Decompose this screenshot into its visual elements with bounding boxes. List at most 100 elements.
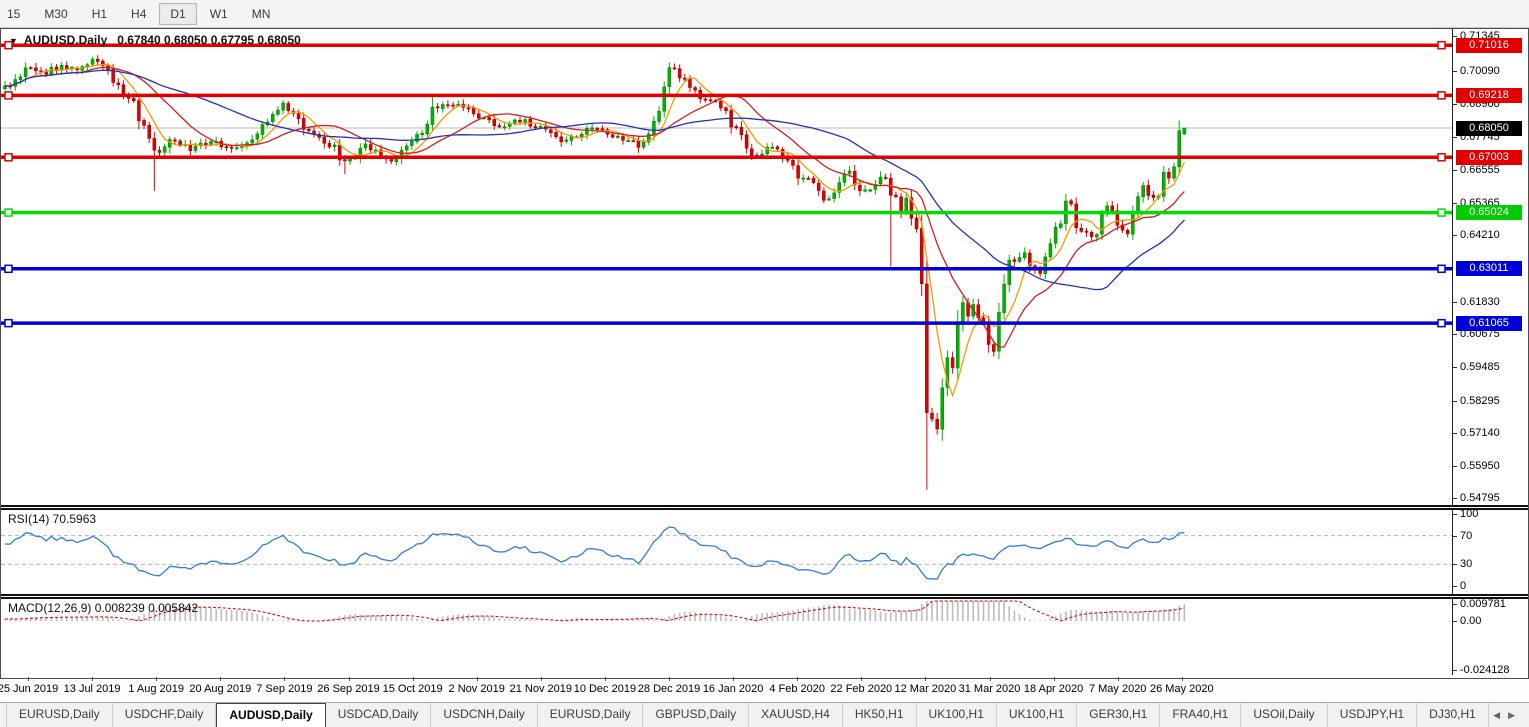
timeframe-button-w1[interactable]: W1 bbox=[209, 6, 228, 21]
date-tick bbox=[1181, 677, 1183, 681]
date-label-2: 1 Aug 2019 bbox=[128, 683, 185, 695]
symbol-tab-dj30-h1[interactable]: DJ30,H1 bbox=[1417, 703, 1489, 727]
horizontal-line-0.67003[interactable] bbox=[1, 153, 1452, 162]
symbol-tab-audusd-daily[interactable]: AUDUSD,Daily bbox=[216, 703, 326, 727]
price-tag-0.61065: 0.61065 bbox=[1456, 315, 1522, 331]
price-tick-label: 0.55950 bbox=[1460, 460, 1500, 473]
ohlc-values: 0.67840 0.68050 0.67795 0.68050 bbox=[117, 33, 301, 47]
horizontal-line-0.61065[interactable] bbox=[1, 318, 1452, 328]
timeframe-button-m30[interactable]: M30 bbox=[44, 6, 68, 21]
date-tick bbox=[1053, 677, 1055, 681]
line-handle-right[interactable] bbox=[1437, 40, 1446, 50]
timeframe-button-d1[interactable]: D1 bbox=[159, 2, 197, 25]
symbol-tab-usoil-daily[interactable]: USOil,Daily bbox=[1241, 703, 1328, 727]
line-handle-right[interactable] bbox=[1437, 153, 1446, 162]
date-tick bbox=[92, 677, 94, 681]
date-label-8: 21 Nov 2019 bbox=[509, 683, 572, 695]
horizontal-line-0.71016[interactable] bbox=[1, 40, 1452, 50]
symbol-tab-hk50-h1[interactable]: HK50,H1 bbox=[843, 703, 917, 727]
line-handle-right[interactable] bbox=[1437, 91, 1446, 100]
symbol-tab-uk100-h1[interactable]: UK100,H1 bbox=[917, 703, 997, 727]
date-label-3: 20 Aug 2019 bbox=[189, 683, 252, 695]
main-price-chart[interactable] bbox=[1, 29, 1452, 505]
date-tick bbox=[348, 677, 350, 681]
chart-title: ▼ AUDUSD,Daily 0.67840 0.68050 0.67795 0.6… bbox=[9, 33, 301, 47]
line-handle-left[interactable] bbox=[4, 208, 13, 217]
price-tick-label: 0.59485 bbox=[1460, 361, 1500, 374]
line-handle-left[interactable] bbox=[4, 40, 13, 50]
macd-tick-label: -0.024128 bbox=[1460, 664, 1510, 675]
tab-scroll-nav: ◀ ▶ bbox=[1489, 703, 1529, 727]
symbol-tab-uk100-h1[interactable]: UK100,H1 bbox=[997, 703, 1078, 727]
timeframe-button-mn[interactable]: MN bbox=[251, 6, 271, 21]
rsi-tick-dash bbox=[1453, 514, 1457, 515]
horizontal-line-0.63011[interactable] bbox=[1, 264, 1452, 274]
rsi-line bbox=[4, 526, 1185, 580]
date-label-5: 26 Sep 2019 bbox=[317, 683, 380, 695]
moving-average-36 bbox=[4, 69, 1185, 291]
symbol-tab-usdcad-daily[interactable]: USDCAD,Daily bbox=[326, 703, 432, 727]
panel-splitter-rsi[interactable] bbox=[0, 505, 1529, 510]
symbol-tab-usdchf-daily[interactable]: USDCHF,Daily bbox=[113, 703, 217, 727]
price-tick-dash bbox=[1453, 169, 1457, 171]
date-tick bbox=[540, 677, 542, 681]
price-tick-label: 0.58295 bbox=[1460, 394, 1500, 407]
price-tick-label: 0.64210 bbox=[1460, 229, 1500, 242]
date-label-9: 10 Dec 2019 bbox=[573, 683, 637, 695]
price-tag-0.65024: 0.65024 bbox=[1456, 205, 1522, 221]
symbol-tab-gbpusd-daily[interactable]: GBPUSD,Daily bbox=[643, 703, 750, 727]
symbol-tab-ger30-h1[interactable]: GER30,H1 bbox=[1077, 703, 1161, 727]
line-handle-left[interactable] bbox=[4, 318, 13, 328]
price-tick-dash bbox=[1453, 367, 1457, 369]
timeframe-button-h4[interactable]: H4 bbox=[131, 6, 147, 21]
date-axis[interactable]: 25 Jun 2019 13 Jul 2019 1 Aug 2019 20 Aug 2… bbox=[0, 677, 1529, 702]
macd-label: MACD(12,26,9) 0.008239 0.005842 bbox=[8, 601, 199, 615]
date-tick bbox=[412, 677, 414, 681]
tab-scroll-right-icon[interactable]: ▶ bbox=[1508, 710, 1515, 720]
price-tick-dash bbox=[1453, 203, 1457, 205]
price-tick-dash bbox=[1453, 71, 1457, 73]
date-label-10: 28 Dec 2019 bbox=[637, 683, 701, 695]
panel-splitter-macd[interactable] bbox=[0, 594, 1529, 599]
date-label-18: 26 May 2020 bbox=[1149, 683, 1214, 695]
price-tick-dash bbox=[1453, 136, 1457, 138]
horizontal-line-0.65024[interactable] bbox=[1, 208, 1452, 217]
timeframe-button-h1[interactable]: H1 bbox=[91, 6, 108, 21]
moving-average-16 bbox=[4, 66, 1185, 348]
price-tick-label: 0.54795 bbox=[1460, 492, 1500, 505]
date-label-14: 12 Mar 2020 bbox=[894, 683, 957, 695]
symbol-tab-usdcnh-daily[interactable]: USDCNH,Daily bbox=[431, 703, 538, 727]
line-handle-left[interactable] bbox=[4, 91, 13, 100]
date-tick bbox=[476, 677, 478, 681]
rsi-indicator-panel[interactable] bbox=[1, 510, 1452, 594]
timeframe-button-15[interactable]: 15 bbox=[7, 6, 21, 21]
line-handle-right[interactable] bbox=[1437, 208, 1446, 217]
date-label-13: 22 Feb 2020 bbox=[830, 683, 893, 695]
symbol-tab-eurusd-daily[interactable]: EURUSD,Daily bbox=[538, 703, 644, 727]
symbol-tab-xauusd-h4[interactable]: XAUUSD,H4 bbox=[749, 703, 843, 727]
price-tag-0.63011: 0.63011 bbox=[1456, 261, 1522, 277]
macd-tick-label: 0.00 bbox=[1460, 615, 1482, 627]
chart-dropdown-icon[interactable]: ▼ bbox=[9, 36, 18, 46]
tab-scroll-left-icon[interactable]: ◀ bbox=[1493, 710, 1501, 720]
price-tick-dash bbox=[1453, 498, 1457, 500]
symbol-tab-usdjpy-h1[interactable]: USDJPY,H1 bbox=[1328, 703, 1418, 727]
line-handle-left[interactable] bbox=[4, 153, 13, 162]
date-label-17: 7 May 2020 bbox=[1088, 683, 1147, 695]
price-tick-dash bbox=[1453, 36, 1457, 37]
price-tag-0.71016: 0.71016 bbox=[1456, 37, 1522, 53]
symbol-tab-eurusd-daily[interactable]: EURUSD,Daily bbox=[6, 703, 113, 727]
macd-indicator-panel[interactable] bbox=[1, 599, 1452, 675]
macd-tick-dash bbox=[1453, 670, 1457, 671]
horizontal-line-0.69218[interactable] bbox=[1, 91, 1452, 100]
macd-tick-dash bbox=[1453, 604, 1457, 605]
line-handle-right[interactable] bbox=[1437, 264, 1446, 274]
line-handle-left[interactable] bbox=[4, 264, 13, 274]
line-handle-right[interactable] bbox=[1437, 318, 1446, 328]
date-tick bbox=[861, 677, 863, 681]
price-axis[interactable]: 0.71345 0.70090 0.68900 0.67745 0.66555 0.653… bbox=[1452, 29, 1529, 675]
date-label-4: 7 Sep 2019 bbox=[256, 683, 313, 695]
price-tick-dash bbox=[1453, 466, 1457, 468]
symbol-tab-fra40-h1[interactable]: FRA40,H1 bbox=[1160, 703, 1242, 727]
